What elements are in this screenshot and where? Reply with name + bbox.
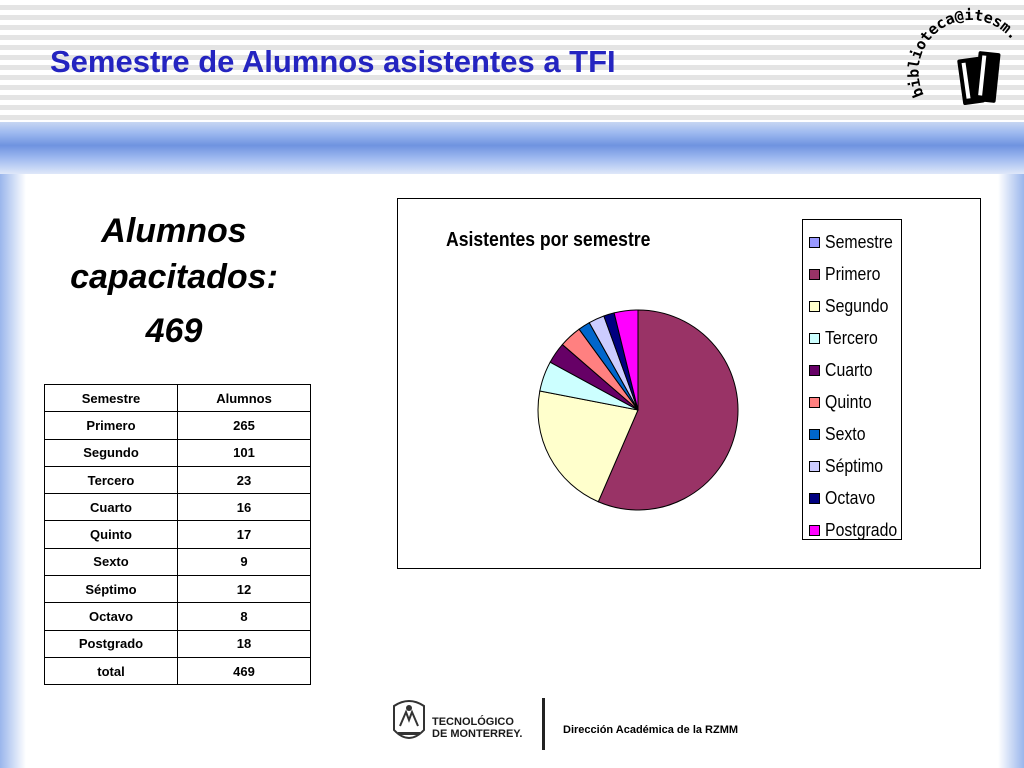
legend-swatch — [809, 524, 820, 536]
legend-item: Postgrado — [803, 514, 901, 546]
summary-count: 469 — [145, 312, 203, 350]
left-gradient-edge — [0, 174, 26, 768]
table-row: Sexto 9 — [44, 547, 311, 577]
cell-alumnos: 101 — [177, 438, 311, 467]
header-cell-semestre: Semestre — [44, 383, 178, 413]
legend-item: Sexto — [803, 418, 901, 450]
table-row: Séptimo 12 — [44, 575, 311, 604]
legend-item: Primero — [803, 258, 901, 290]
cell-alumnos: 8 — [177, 602, 311, 631]
cell-alumnos: 469 — [177, 656, 311, 686]
pie-slice-primero — [597, 309, 739, 511]
cell-semestre: total — [44, 656, 178, 686]
table-row: Tercero 23 — [44, 465, 311, 495]
legend-swatch — [809, 396, 820, 408]
summary-block: Alumnos capacitados: 469 — [44, 208, 304, 354]
cell-alumnos: 16 — [177, 493, 311, 522]
cell-alumnos: 23 — [177, 465, 311, 495]
pie-slice-postgrado — [613, 309, 639, 411]
semester-table: Semestre Alumnos Primero 265 Segundo 101 Ter… — [44, 383, 311, 686]
cell-alumnos: 12 — [177, 575, 311, 604]
legend-label: Segundo — [825, 295, 889, 316]
legend-item: Octavo — [803, 482, 901, 514]
legend-item: Quinto — [803, 386, 901, 418]
legend-swatch — [809, 300, 820, 312]
tec-name-line1: TECNOLÓGICO — [432, 716, 514, 728]
table-row: Octavo 8 — [44, 602, 311, 631]
page-title: Semestre de Alumnos asistentes a TFI — [50, 44, 616, 79]
pie-slice-segundo — [537, 390, 639, 503]
legend-swatch — [809, 492, 820, 504]
cell-alumnos: 265 — [177, 411, 311, 440]
chart-title: Asistentes por semestre — [446, 229, 651, 251]
legend-label: Postgrado — [825, 519, 898, 540]
legend-item: Segundo — [803, 290, 901, 322]
legend-label: Semestre — [825, 231, 893, 252]
cell-semestre: Tercero — [44, 465, 178, 495]
pie-chart — [537, 309, 739, 511]
legend-swatch — [809, 268, 820, 280]
table-row: Cuarto 16 — [44, 493, 311, 522]
legend-label: Quinto — [825, 391, 872, 412]
legend-swatch — [809, 460, 820, 472]
table-row: Quinto 17 — [44, 520, 311, 549]
cell-semestre: Segundo — [44, 438, 178, 467]
table-row: total 469 — [44, 656, 311, 686]
biblioteca-logo: biblioteca@itesm.mx — [906, 0, 1023, 106]
tec-crest-icon — [393, 700, 425, 739]
pie-chart-panel: Asistentes por semestre Semestre Primero S… — [397, 198, 981, 569]
cell-alumnos: 18 — [177, 629, 311, 658]
summary-label: Alumnos capacitados: — [70, 212, 278, 296]
tec-monterrey-logo: TECNOLÓGICO DE MONTERREY. — [386, 694, 531, 750]
header-cell-alumnos: Alumnos — [177, 383, 311, 413]
cell-semestre: Primero — [44, 411, 178, 440]
legend-item: Semestre — [803, 226, 901, 258]
legend-item: Cuarto — [803, 354, 901, 386]
cell-alumnos: 9 — [177, 547, 311, 577]
tec-name: TECNOLÓGICO DE MONTERREY. — [432, 716, 522, 740]
table-row: Primero 265 — [44, 411, 311, 440]
books-icon — [957, 51, 1001, 106]
cell-semestre: Cuarto — [44, 493, 178, 522]
legend-swatch — [809, 428, 820, 440]
legend-label: Tercero — [825, 327, 878, 348]
footer-divider — [542, 698, 545, 750]
legend-swatch — [809, 332, 820, 344]
legend-swatch — [809, 236, 820, 248]
cell-semestre: Sexto — [44, 547, 178, 577]
legend-label: Séptimo — [825, 455, 884, 476]
cell-alumnos: 17 — [177, 520, 311, 549]
tec-name-line2: DE MONTERREY. — [432, 728, 523, 740]
blue-divider-bar — [0, 122, 1024, 174]
chart-legend: Semestre Primero Segundo Tercero Cuarto Quint… — [802, 219, 902, 540]
legend-label: Primero — [825, 263, 881, 284]
table-row: Segundo 101 — [44, 438, 311, 467]
header-band — [0, 0, 1024, 122]
legend-swatch — [809, 364, 820, 376]
legend-item: Séptimo — [803, 450, 901, 482]
legend-item: Tercero — [803, 322, 901, 354]
legend-label: Cuarto — [825, 359, 873, 380]
right-gradient-edge — [998, 174, 1024, 768]
cell-semestre: Postgrado — [44, 629, 178, 658]
table-header-row: Semestre Alumnos — [44, 383, 311, 413]
cell-semestre: Quinto — [44, 520, 178, 549]
footer-text: Dirección Académica de la RZMM — [563, 724, 739, 736]
cell-semestre: Séptimo — [44, 575, 178, 604]
legend-label: Octavo — [825, 487, 876, 508]
legend-label: Sexto — [825, 423, 866, 444]
table-row: Postgrado 18 — [44, 629, 311, 658]
cell-semestre: Octavo — [44, 602, 178, 631]
